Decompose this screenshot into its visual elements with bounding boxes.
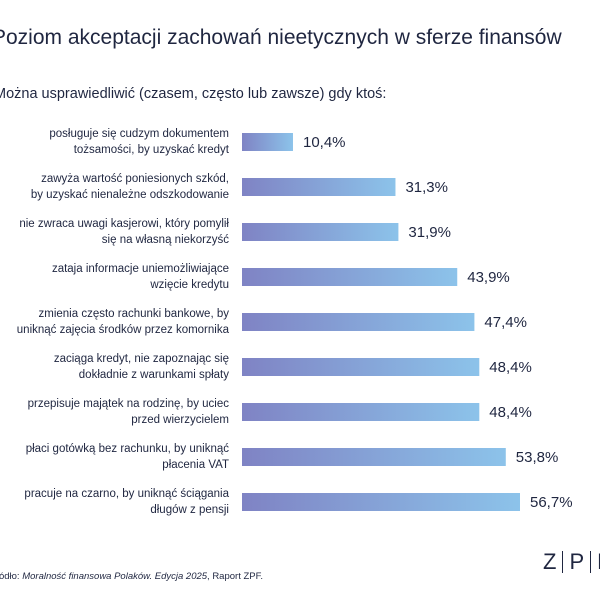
category-label: zataja informacje uniemożliwiające wzięci… xyxy=(52,263,229,291)
source-prefix: Źródło: xyxy=(0,571,20,582)
category-label-line: by uzyskać nienależne odszkodowanie xyxy=(31,189,229,201)
bar xyxy=(242,178,396,196)
bar-chart: 10,4% posługuje się cudzym dokumentem tożs… xyxy=(17,128,573,516)
bar xyxy=(242,448,506,466)
category-label-line: zataja informacje uniemożliwiające xyxy=(52,263,229,275)
bar xyxy=(242,493,520,511)
data-label: 43,9% xyxy=(467,269,510,286)
category-label-line: zmienia często rachunki bankowe, by xyxy=(39,308,230,320)
data-label: 10,4% xyxy=(303,134,346,151)
category-label: nie zwraca uwagi kasjerowi, który pomyli… xyxy=(19,218,229,246)
category-label: posługuje się cudzym dokumentem tożsamośc… xyxy=(49,128,229,156)
category-label-line: się na własną niekorzyść xyxy=(102,234,229,246)
category-label-line: nie zwraca uwagi kasjerowi, który pomyli… xyxy=(19,218,229,230)
bar xyxy=(242,223,399,241)
data-label: 56,7% xyxy=(530,494,573,511)
source-note: Źródło: Moralność finansowa Polaków. Edy… xyxy=(0,571,263,582)
data-label: 53,8% xyxy=(516,449,559,466)
source-title: Moralność finansowa Polaków. Edycja 2025 xyxy=(22,571,208,582)
logo-letter-p: P xyxy=(569,549,595,574)
bar xyxy=(242,313,475,331)
chart-subtitle: Można usprawiedliwić (czasem, często lub… xyxy=(0,86,387,102)
logo-divider xyxy=(590,551,592,573)
category-label: zaciąga kredyt, nie zapoznając się dokład… xyxy=(54,353,229,381)
category-label: przepisuje majątek na rodzinę, by uciec p… xyxy=(28,398,230,426)
category-label-line: uniknąć zajęcia środków przez komornika xyxy=(17,324,230,336)
logo-divider xyxy=(562,551,564,573)
logo-letter-f: F xyxy=(597,549,600,575)
category-label-line: długów z pensji xyxy=(150,504,229,516)
bar xyxy=(242,133,293,151)
data-label: 31,3% xyxy=(405,179,448,196)
bar xyxy=(242,403,480,421)
category-label-line: wzięcie kredytu xyxy=(149,279,229,291)
category-label: zmienia często rachunki bankowe, by unikn… xyxy=(17,308,230,336)
category-label: zawyża wartość poniesionych szkód, by uzy… xyxy=(31,173,229,201)
category-label-line: zaciąga kredyt, nie zapoznając się xyxy=(54,353,229,365)
zpf-logo: ZPF xyxy=(543,549,600,575)
chart-title: Poziom akceptacji zachowań nieetycznych … xyxy=(0,26,562,49)
category-label: płaci gotówką bez rachunku, by uniknąć pł… xyxy=(26,443,230,471)
source-suffix: , Raport ZPF. xyxy=(207,571,264,582)
category-label: pracuje na czarno, by uniknąć ściągania d… xyxy=(24,488,229,516)
data-label: 48,4% xyxy=(489,359,532,376)
bar xyxy=(242,268,458,286)
category-label-line: płacenia VAT xyxy=(162,459,229,471)
category-label-line: pracuje na czarno, by uniknąć ściągania xyxy=(24,488,229,500)
category-label-line: przepisuje majątek na rodzinę, by uciec xyxy=(28,398,230,410)
category-label-line: tożsamości, by uzyskać kredyt xyxy=(74,144,230,156)
category-label-line: dokładnie z warunkami spłaty xyxy=(79,369,229,381)
category-label-line: posługuje się cudzym dokumentem xyxy=(49,128,229,140)
category-label-line: zawyża wartość poniesionych szkód, xyxy=(41,173,229,185)
data-label: 48,4% xyxy=(489,404,532,421)
category-label-line: przed wierzycielem xyxy=(131,414,229,426)
logo-letter-z: Z xyxy=(543,549,567,574)
data-label: 31,9% xyxy=(408,224,451,241)
category-label-line: płaci gotówką bez rachunku, by uniknąć xyxy=(26,443,230,455)
data-label: 47,4% xyxy=(484,314,527,331)
bar xyxy=(242,358,480,376)
